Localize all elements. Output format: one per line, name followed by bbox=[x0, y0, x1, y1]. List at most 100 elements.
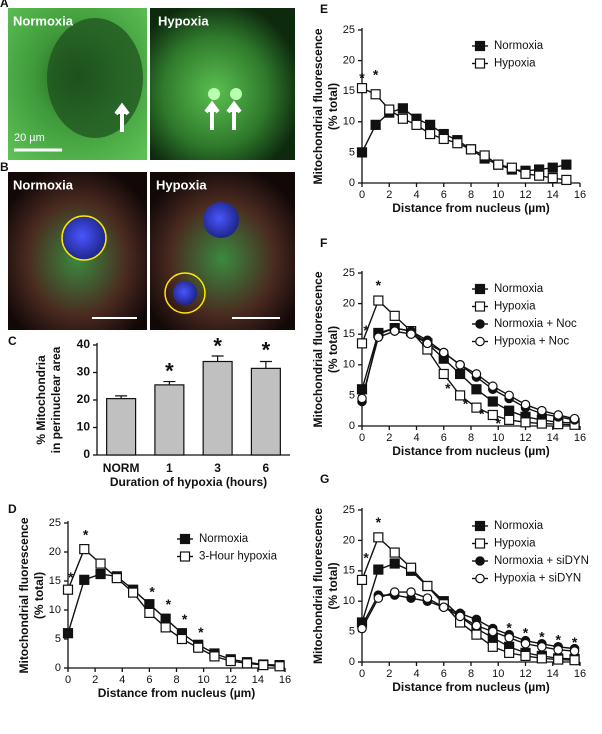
arrow bbox=[204, 100, 220, 130]
marker bbox=[384, 104, 395, 115]
y-tick-label: 20 bbox=[343, 534, 355, 546]
marker bbox=[561, 159, 572, 170]
marker bbox=[487, 641, 498, 652]
significance-marker: * bbox=[539, 628, 545, 644]
marker bbox=[504, 647, 515, 658]
series-line bbox=[361, 87, 567, 181]
significance-marker: * bbox=[83, 526, 89, 542]
x-tick-label: 12 bbox=[519, 432, 531, 444]
y-tick-label: 15 bbox=[49, 575, 61, 587]
x-tick-label: 10 bbox=[492, 668, 504, 680]
marker bbox=[79, 543, 90, 555]
marker bbox=[520, 650, 531, 662]
significance-marker: * bbox=[68, 569, 74, 585]
x-tick-label: 2 bbox=[386, 668, 392, 680]
nucleus bbox=[203, 202, 239, 238]
marker bbox=[455, 368, 466, 380]
perinuclear-circle bbox=[61, 215, 107, 261]
marker bbox=[537, 405, 547, 416]
y-tick-label: 15 bbox=[343, 565, 355, 577]
marker bbox=[455, 390, 466, 401]
marker bbox=[425, 119, 436, 130]
marker bbox=[373, 593, 384, 603]
marker bbox=[422, 338, 433, 349]
x-tick-label: 8 bbox=[468, 189, 474, 201]
marker bbox=[520, 399, 531, 410]
marker bbox=[389, 326, 400, 336]
significance-marker: * bbox=[445, 380, 451, 396]
y-axis-label: (% total) bbox=[32, 572, 46, 619]
y-tick-label: 0 bbox=[349, 177, 355, 189]
marker bbox=[504, 414, 515, 425]
y-tick-label: 0 bbox=[55, 662, 61, 674]
y-tick-label: 30 bbox=[77, 365, 91, 379]
x-tick-label: 4 bbox=[413, 668, 419, 680]
marker bbox=[438, 133, 449, 145]
marker bbox=[547, 162, 558, 173]
significance-marker: * bbox=[376, 277, 382, 293]
x-tick-label: 6 bbox=[263, 461, 270, 475]
significance-marker: * bbox=[182, 611, 188, 627]
significance-marker: * bbox=[506, 619, 512, 635]
x-tick-label: 6 bbox=[441, 189, 447, 201]
bar bbox=[202, 360, 233, 456]
y-tick-label: 0 bbox=[349, 420, 355, 432]
arrow bbox=[226, 100, 242, 130]
legend-label: Hypoxia bbox=[494, 301, 536, 313]
panel-letter: A bbox=[0, 0, 9, 10]
x-tick-label: 10 bbox=[492, 189, 504, 201]
marker bbox=[487, 396, 498, 407]
marker bbox=[389, 587, 400, 597]
y-axis-label: Mitochondrial fluorescence bbox=[311, 28, 325, 184]
marker bbox=[274, 661, 285, 672]
significance-marker: * bbox=[463, 395, 469, 411]
panel-letter: E bbox=[320, 2, 328, 16]
legend-marker bbox=[475, 556, 485, 566]
marker bbox=[455, 359, 465, 370]
legend-label: Hypoxia bbox=[494, 538, 536, 550]
legend-label: Normoxia bbox=[494, 40, 544, 52]
marker bbox=[209, 651, 220, 662]
marker bbox=[561, 174, 572, 186]
y-tick-label: 25 bbox=[343, 267, 355, 279]
x-tick-label: 6 bbox=[146, 674, 152, 686]
marker bbox=[356, 384, 368, 395]
y-tick-label: 10 bbox=[343, 359, 355, 371]
marker bbox=[569, 646, 580, 656]
marker bbox=[536, 418, 547, 429]
marker bbox=[487, 626, 498, 637]
marker bbox=[357, 393, 367, 404]
legend-label: Normoxia bbox=[494, 520, 544, 532]
x-tick-label: 16 bbox=[574, 189, 586, 201]
marker bbox=[356, 574, 368, 586]
y-axis-label: (% total) bbox=[326, 83, 340, 130]
significance-marker: * bbox=[359, 70, 365, 86]
marker bbox=[536, 653, 547, 664]
marker bbox=[128, 587, 139, 598]
y-tick-label: 5 bbox=[349, 389, 355, 401]
marker bbox=[422, 580, 433, 592]
x-tick-label: 3 bbox=[214, 461, 221, 475]
legend-marker bbox=[474, 538, 486, 549]
marker bbox=[452, 138, 463, 149]
legend-marker bbox=[475, 573, 485, 584]
y-tick-label: 20 bbox=[343, 298, 355, 310]
x-tick-label: 6 bbox=[441, 432, 447, 444]
arrow bbox=[114, 102, 130, 132]
x-tick-label: 2 bbox=[386, 432, 392, 444]
panel-letter: G bbox=[320, 472, 329, 486]
marker bbox=[471, 384, 482, 395]
y-tick-label: 10 bbox=[343, 116, 355, 128]
x-tick-label: 6 bbox=[441, 668, 447, 680]
y-tick-label: 5 bbox=[349, 146, 355, 158]
marker bbox=[422, 593, 433, 603]
x-tick-label: 0 bbox=[65, 674, 71, 686]
panel-letter: B bbox=[0, 160, 9, 174]
marker bbox=[357, 623, 367, 634]
marker bbox=[258, 659, 269, 671]
marker bbox=[455, 611, 465, 622]
legend-label: Normoxia bbox=[494, 283, 544, 295]
y-tick-label: 25 bbox=[343, 24, 355, 36]
